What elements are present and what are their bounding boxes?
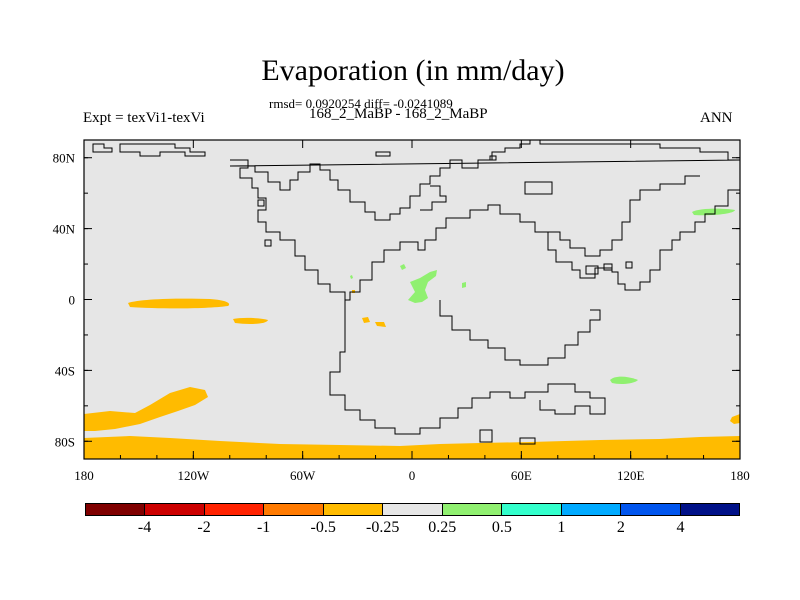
southern-continent [329, 300, 606, 435]
equatorial-small-patch [233, 317, 268, 324]
arctic-island-2 [489, 155, 497, 161]
northern-coast-top [229, 139, 741, 221]
y-tick-label: 80N [53, 151, 76, 166]
x-tick-label: 60E [511, 468, 532, 483]
continent-outlines [92, 139, 741, 445]
colorbar-label: -0.5 [310, 519, 336, 536]
central-continent-patch-3 [462, 282, 466, 288]
colorbar-box [86, 504, 146, 515]
colorbar-box [264, 504, 324, 515]
east-asia-patch [692, 208, 735, 216]
positive-anomaly-areas [350, 208, 735, 384]
stats-text: rmsd= 0.0920254 diff= -0.0241089 [269, 96, 453, 111]
x-tick-label: 120E [617, 468, 645, 483]
coastal-blob-1 [362, 317, 370, 323]
x-tick-label: 0 [409, 468, 416, 483]
colorbar-label: 0.25 [428, 519, 457, 536]
colorbar-box [680, 504, 739, 515]
inner-sea [420, 185, 447, 211]
colorbar-box [561, 504, 622, 515]
equatorial-pacific-patch [128, 298, 230, 309]
y-tick-label: 0 [69, 293, 76, 308]
x-axis: 180 120W 60W 0 60E 120E 180 [74, 140, 750, 483]
colorbar-label: -4 [137, 519, 152, 536]
northern-inner-coast [548, 175, 700, 257]
chart-subtitle: 168_2_MaBP - 168_2_MaBP [309, 106, 488, 122]
southern-ocean-band [84, 436, 740, 459]
x-tick-label: 60W [290, 468, 316, 483]
central-continent-patch-1 [408, 270, 437, 303]
colorbar-label: -0.25 [366, 519, 400, 536]
x-tick-label: 180 [74, 468, 94, 483]
central-continent-patch-2 [400, 264, 406, 270]
small-island-2 [264, 239, 272, 247]
colorbar-label: 4 [676, 519, 685, 536]
season-label: ANN [700, 110, 733, 126]
chart-title: Evaporation (in mm/day) [261, 54, 565, 87]
southern-indian-ocean-patch [610, 376, 638, 384]
northern-continent [230, 159, 740, 301]
colorbar-label: -2 [197, 519, 211, 536]
colorbar-box [383, 504, 443, 515]
experiment-label: Expt = texVi1-texVi [83, 110, 205, 126]
colorbar [85, 503, 740, 516]
colorbar-box [502, 504, 562, 515]
south-pacific-right-edge [730, 414, 740, 424]
east-island-3 [625, 261, 633, 269]
colorbar-box [323, 504, 384, 515]
colorbar-box [204, 504, 265, 515]
colorbar-label: 2 [616, 519, 625, 536]
small-island-1 [257, 199, 265, 207]
arctic-island-1 [375, 151, 391, 157]
east-island-1 [585, 265, 599, 275]
colorbar-box [145, 504, 205, 515]
arctic-coast-1 [119, 143, 206, 157]
colorbar-box [621, 504, 681, 515]
colorbar-label: 1 [557, 519, 566, 536]
coastal-blob-2 [375, 322, 386, 327]
inland-lake [524, 181, 553, 195]
y-tick-label: 80S [55, 434, 75, 449]
south-island [479, 429, 493, 443]
y-axis: 80N 40N 0 40S 80S [53, 151, 740, 449]
colorbar-box [442, 504, 503, 515]
colorbar-label: -1 [256, 519, 271, 536]
y-tick-label: 40S [55, 363, 75, 378]
x-tick-label: 180 [730, 468, 750, 483]
south-pacific-patch [84, 387, 208, 431]
east-island-2 [603, 263, 613, 271]
y-tick-label: 40N [53, 222, 76, 237]
arctic-coast-left [92, 143, 113, 153]
southern-inner-coast [439, 300, 601, 366]
colorbar-label: 0.5 [491, 519, 512, 536]
central-continent-patch-4 [350, 275, 353, 279]
antarctic-coast-piece [519, 437, 536, 445]
x-tick-label: 120W [177, 468, 210, 483]
negative-anomaly-areas [84, 290, 740, 459]
